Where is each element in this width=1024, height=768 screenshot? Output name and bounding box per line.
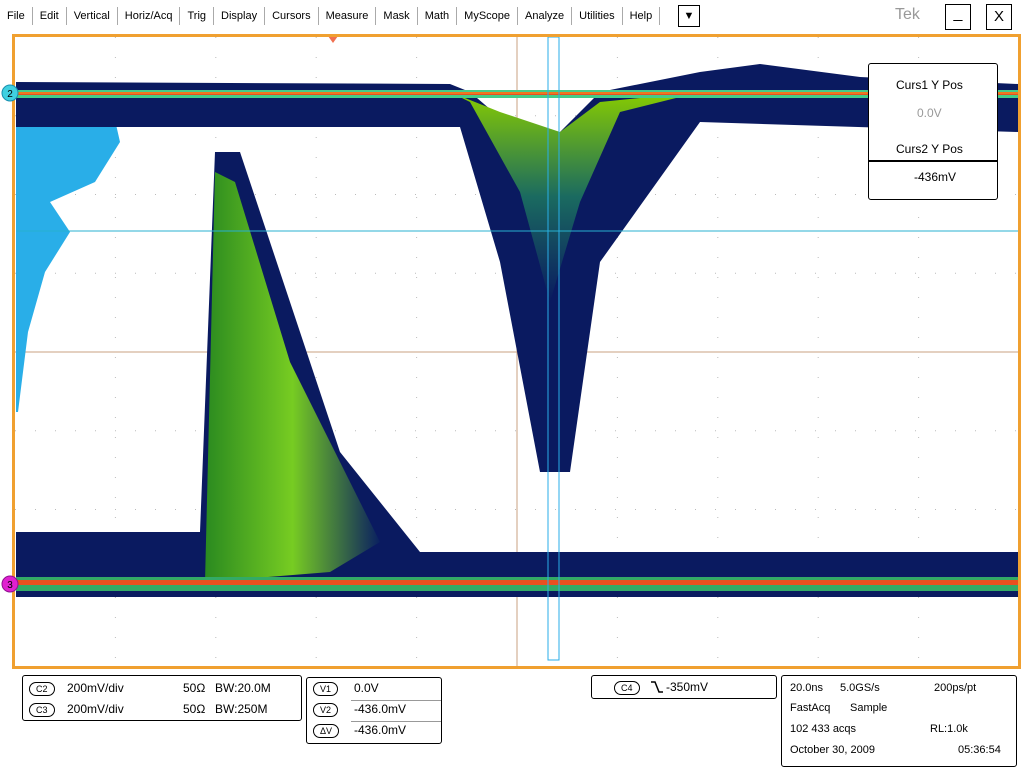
- cursor-label-wrap: V1: [313, 681, 339, 696]
- ch2-dip: [450, 92, 700, 302]
- menu-item[interactable]: Utilities: [572, 7, 623, 25]
- ch3-trace-core: [16, 580, 1018, 585]
- menu-item[interactable]: MyScope: [457, 7, 519, 25]
- cursor-readout: Curs1 Y Pos 0.0V Curs2 Y Pos -436mV: [868, 63, 998, 200]
- ch2-marker: [1, 84, 19, 102]
- cursor-divider: [351, 721, 441, 722]
- cursor-divider: [351, 700, 441, 701]
- menu-item[interactable]: Math: [418, 7, 458, 25]
- menu-item[interactable]: File: [0, 7, 33, 25]
- channel-name: C3: [29, 703, 55, 717]
- acq-count: 102 433 acqs: [790, 723, 857, 735]
- ch3-marker: [1, 575, 19, 593]
- cursor-label: V1: [313, 682, 339, 696]
- acq-type: Sample: [850, 702, 888, 714]
- cursor-value: -436.0mV: [354, 723, 407, 737]
- cursor-panel: V1 0.0V V2 -436.0mV ΔV -436.0mV: [306, 677, 442, 744]
- logo: Tek: [895, 6, 920, 23]
- sample-rate: 5.0GS/s: [840, 682, 880, 694]
- slope-icon: [651, 681, 663, 693]
- graticule-border: [12, 34, 1021, 669]
- menu-item[interactable]: Analyze: [518, 7, 573, 25]
- dropdown-button[interactable]: ▼: [678, 5, 700, 27]
- acquisition-panel: 20.0ns 5.0GS/s 200ps/pt FastAcq Sample 1…: [781, 675, 1017, 767]
- cursor-value: -436.0mV: [354, 702, 407, 716]
- channel-bandwidth: BW:250M: [215, 702, 268, 716]
- ch3-pulse: [205, 172, 380, 582]
- channel-scale: 200mV/div: [67, 702, 124, 716]
- menu-item[interactable]: Help: [623, 7, 661, 25]
- cursor-label: ΔV: [313, 724, 340, 738]
- menu-item[interactable]: Edit: [33, 7, 67, 25]
- trigger-level: -350mV: [666, 680, 709, 694]
- time: 05:36:54: [958, 744, 1001, 756]
- acq-mode: FastAcq: [790, 702, 831, 714]
- record-length: RL:1.0k: [930, 723, 968, 735]
- channel-panel: C2 200mV/div 50Ω BW:20.0M C3 200mV/div 5…: [22, 675, 302, 721]
- menu-item[interactable]: Vertical: [67, 7, 118, 25]
- cursor-value: 0.0V: [354, 681, 379, 695]
- date: October 30, 2009: [790, 744, 876, 756]
- menu-item[interactable]: Horiz/Acq: [118, 7, 181, 25]
- channel-termination: 50Ω: [183, 681, 206, 695]
- channel-scale: 200mV/div: [67, 681, 124, 695]
- curs1-value: 0.0V: [917, 106, 942, 120]
- trigger-panel: C4 -350mV: [591, 675, 777, 699]
- trigger-source: C4: [614, 681, 640, 695]
- resolution: 200ps/pt: [934, 682, 977, 694]
- graticule: 2 3: [1, 34, 1021, 669]
- curs1-label: Curs1 Y Pos: [896, 78, 963, 92]
- horizontal-scale: 20.0ns: [790, 682, 824, 694]
- menu-item[interactable]: Mask: [376, 7, 418, 25]
- curs2-label: Curs2 Y Pos: [896, 142, 963, 156]
- cursor-label-wrap: V2: [313, 702, 339, 717]
- menu-item[interactable]: Measure: [319, 7, 377, 25]
- channel-termination: 50Ω: [183, 702, 206, 716]
- curs2-value: -436mV: [914, 170, 957, 184]
- ch2-marker-label: 2: [7, 89, 13, 100]
- cursor-label-wrap: ΔV: [313, 723, 340, 738]
- histogram: [16, 90, 120, 412]
- menu-item[interactable]: Cursors: [265, 7, 319, 25]
- channel-bandwidth: BW:20.0M: [215, 681, 271, 695]
- menu-item[interactable]: Trig: [180, 7, 215, 25]
- menu-items: File Edit Vertical Horiz/Acq Trig Display Curs…: [0, 7, 661, 25]
- close-button[interactable]: X: [986, 4, 1012, 30]
- minimize-button[interactable]: _: [945, 4, 971, 30]
- menu-bar: File Edit Vertical Horiz/Acq Trig Display Curs…: [0, 0, 1024, 32]
- menu-item[interactable]: Display: [214, 7, 266, 25]
- cursor-label: V2: [313, 703, 339, 717]
- channel-name: C2: [29, 682, 55, 696]
- trigger-position: [328, 36, 338, 43]
- ch2-envelope: [16, 64, 1018, 472]
- ch3-marker-label: 3: [7, 580, 13, 591]
